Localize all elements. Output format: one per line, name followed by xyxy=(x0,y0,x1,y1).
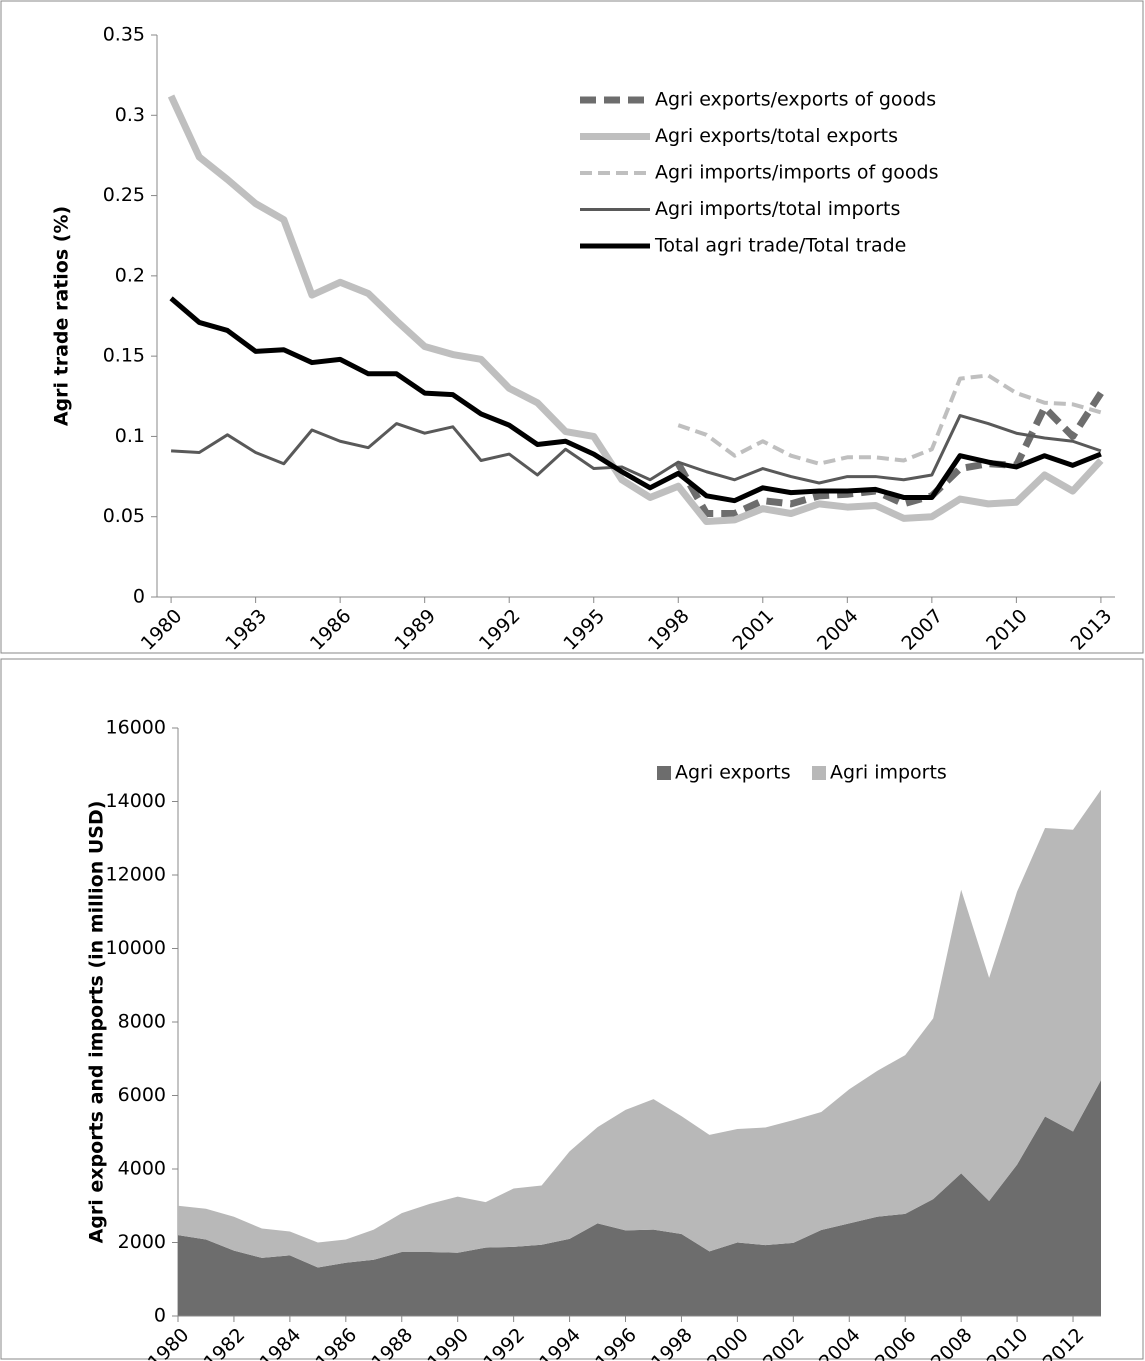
x-tick-label: 2007 xyxy=(898,605,948,655)
x-tick-label: 2010 xyxy=(982,605,1032,655)
x-tick-label: 1986 xyxy=(306,605,356,655)
series-line xyxy=(167,94,1104,526)
y-tick-label: 0.3 xyxy=(115,104,145,126)
x-tick-label: 1998 xyxy=(647,1324,697,1361)
y-tick-label: 0.15 xyxy=(103,345,145,367)
x-tick-label: 1982 xyxy=(200,1324,250,1361)
y-tick-label: 8000 xyxy=(118,1011,166,1033)
y-tick-label: 0.25 xyxy=(103,184,145,206)
y-tick-label: 0 xyxy=(133,586,145,608)
legend-label: Agri exports/total exports xyxy=(655,125,898,147)
y-tick-label: 12000 xyxy=(106,864,166,886)
x-tick-label: 2013 xyxy=(1067,605,1117,655)
y-tick-label: 0.05 xyxy=(103,505,145,527)
series-line xyxy=(171,414,1102,485)
x-tick-label: 1983 xyxy=(221,605,271,655)
x-tick-label: 1984 xyxy=(256,1324,306,1361)
x-tick-label: 1994 xyxy=(535,1324,585,1361)
y-tick-label: 16000 xyxy=(106,717,166,739)
y-tick-label: 4000 xyxy=(118,1158,166,1180)
x-tick-label: 2008 xyxy=(927,1324,977,1361)
legend-label: Agri imports/imports of goods xyxy=(655,162,939,184)
y-tick-label: 0.1 xyxy=(115,425,145,447)
x-tick-label: 2002 xyxy=(759,1324,809,1361)
x-tick-label: 2001 xyxy=(728,605,778,655)
x-tick-label: 1986 xyxy=(311,1324,361,1361)
legend-swatch xyxy=(657,766,671,780)
x-tick-label: 2010 xyxy=(983,1324,1033,1361)
series-line xyxy=(677,373,1102,466)
y-tick-label: 10000 xyxy=(106,937,166,959)
x-tick-label: 1988 xyxy=(367,1324,417,1361)
y-tick-label: 0.2 xyxy=(115,264,145,286)
legend-label: Total agri trade/Total trade xyxy=(654,235,906,257)
x-tick-label: 1990 xyxy=(423,1324,473,1361)
area xyxy=(178,1080,1101,1316)
y-axis-title: Agri exports and imports (in million USD… xyxy=(86,801,108,1244)
x-tick-label: 2004 xyxy=(813,605,863,655)
x-tick-label: 1989 xyxy=(390,605,440,655)
legend-label: Agri exports xyxy=(675,762,791,784)
panel-border xyxy=(0,0,1144,654)
y-axis-title: Agri trade ratios (%) xyxy=(51,206,73,426)
legend-label: Agri imports/total imports xyxy=(655,198,900,220)
y-tick-label: 0.35 xyxy=(103,24,145,46)
x-tick-label: 1996 xyxy=(591,1324,641,1361)
x-tick-label: 1992 xyxy=(479,1324,529,1361)
x-tick-label: 1995 xyxy=(559,605,609,655)
legend-label: Agri imports xyxy=(830,762,947,784)
x-tick-label: 1980 xyxy=(144,1324,194,1361)
x-tick-label: 1980 xyxy=(137,605,187,655)
legend-swatch xyxy=(812,766,826,780)
x-tick-label: 2012 xyxy=(1039,1324,1089,1361)
panel-border xyxy=(0,658,1144,1360)
series-line xyxy=(169,296,1102,504)
y-tick-label: 0 xyxy=(154,1305,166,1327)
x-tick-label: 2000 xyxy=(703,1324,753,1361)
x-tick-label: 1998 xyxy=(644,605,694,655)
x-tick-label: 2006 xyxy=(871,1324,921,1361)
x-tick-label: 1992 xyxy=(475,605,525,655)
y-tick-label: 6000 xyxy=(118,1084,166,1106)
area xyxy=(178,789,1101,1268)
x-tick-label: 2004 xyxy=(815,1324,865,1361)
y-tick-label: 14000 xyxy=(106,790,166,812)
legend-label: Agri exports/exports of goods xyxy=(655,89,936,111)
y-tick-label: 2000 xyxy=(118,1231,166,1253)
